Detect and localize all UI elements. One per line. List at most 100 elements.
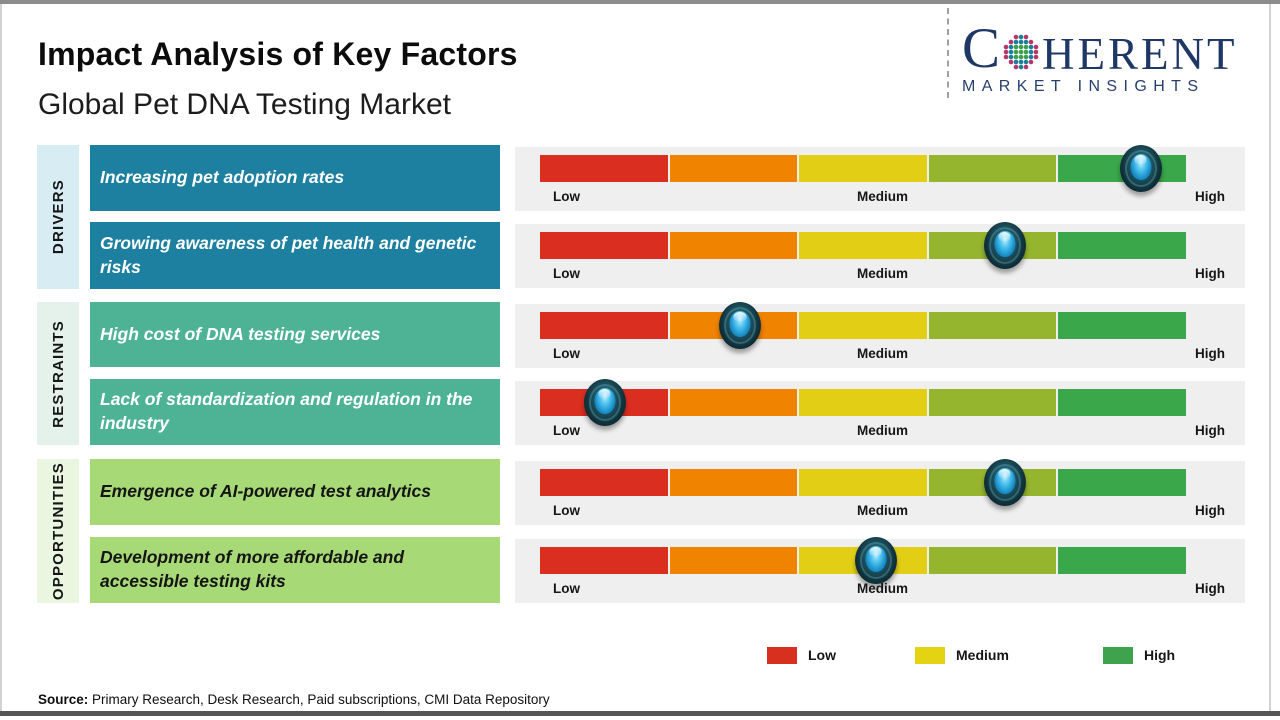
legend-item-high: High	[1103, 646, 1175, 664]
bar-segment	[928, 155, 1057, 182]
legend-label-low: Low	[808, 647, 836, 663]
impact-bar-panel: Low Medium High	[515, 302, 1245, 368]
legend-item-medium: Medium	[915, 646, 1009, 664]
scale-label-high: High	[1195, 189, 1225, 204]
impact-bar-panel: Low Medium High	[515, 145, 1245, 211]
factor-label: Development of more affordable and acces…	[100, 547, 405, 591]
legend-swatch-medium	[915, 646, 945, 664]
impact-marker	[984, 222, 1027, 269]
impact-bar-panel: Low Medium High	[515, 379, 1245, 445]
scale-label-medium: Medium	[856, 503, 908, 518]
impact-marker	[854, 537, 897, 584]
bar-segment	[928, 389, 1057, 416]
bar-segment	[540, 232, 668, 259]
bar-segment	[1058, 469, 1186, 496]
scale-label-medium: Medium	[856, 266, 908, 281]
category-label-drivers: DRIVERS	[49, 179, 67, 255]
impact-bar-panel: Low Medium High	[515, 537, 1245, 603]
category-label-opportunities: OPPORTUNITIES	[49, 461, 67, 601]
bar-segment	[928, 547, 1057, 574]
scale-label-low: Low	[553, 266, 580, 281]
logo-tagline: MARKET INSIGHTS	[962, 77, 1205, 95]
category-label-restraints: RESTRAINTS	[49, 319, 67, 428]
scale-label-high: High	[1195, 503, 1225, 518]
left-border-line	[0, 4, 2, 711]
page-title: Impact Analysis of Key Factors	[38, 36, 518, 72]
factor-card: Growing awareness of pet health and gene…	[90, 222, 500, 289]
category-box-drivers: DRIVERS	[37, 145, 79, 289]
bar-segment	[540, 312, 668, 339]
bar-segment	[799, 155, 927, 182]
bar-segment	[799, 469, 927, 496]
impact-bar-panel: Low Medium High	[515, 459, 1245, 525]
impact-marker	[583, 379, 626, 426]
bar-segment	[799, 312, 927, 339]
bar-segment	[669, 155, 798, 182]
impact-bar-track	[540, 537, 1186, 584]
source-text: Primary Research, Desk Research, Paid su…	[88, 692, 550, 707]
bar-segment	[669, 547, 798, 574]
bar-segment	[928, 312, 1057, 339]
factor-card: Development of more affordable and acces…	[90, 537, 500, 603]
bar-segment	[799, 389, 927, 416]
scale-label-high: High	[1195, 423, 1225, 438]
category-box-restraints: RESTRAINTS	[37, 302, 79, 445]
right-border-line	[1269, 4, 1271, 711]
bar-segment	[669, 389, 798, 416]
scale-label-high: High	[1195, 346, 1225, 361]
legend-item-low: Low	[767, 646, 836, 664]
factor-card: Increasing pet adoption rates	[90, 145, 500, 211]
bar-segment	[540, 469, 668, 496]
page-subtitle: Global Pet DNA Testing Market	[38, 88, 451, 121]
scale-label-medium: Medium	[856, 423, 908, 438]
scale-label-medium: Medium	[856, 189, 908, 204]
scale-label-low: Low	[553, 423, 580, 438]
logo-letter-c: C	[962, 17, 1001, 80]
impact-marker	[984, 459, 1027, 506]
logo-letters-herent: HERENT	[1042, 28, 1238, 79]
bar-segment	[669, 469, 798, 496]
globe-icon	[1003, 34, 1039, 70]
legend-swatch-high	[1103, 646, 1133, 664]
factor-label: Increasing pet adoption rates	[100, 167, 345, 188]
bar-segment	[540, 547, 668, 574]
impact-marker	[719, 302, 762, 349]
factor-label: Growing awareness of pet health and gene…	[100, 232, 477, 277]
top-border-strip	[0, 0, 1280, 4]
source-prefix: Source:	[38, 692, 89, 707]
factor-label: High cost of DNA testing services	[100, 323, 381, 344]
factor-label: Emergence of AI-powered test analytics	[100, 481, 431, 502]
impact-bar-track	[540, 379, 1186, 426]
bottom-border-strip	[0, 711, 1280, 716]
impact-bar-track	[540, 302, 1186, 349]
logo-divider	[947, 8, 949, 98]
bar-segment	[669, 232, 798, 259]
scale-label-low: Low	[553, 346, 580, 361]
scale-label-high: High	[1195, 266, 1225, 281]
brand-logo: C HERENT MARKET INSIGHTS	[962, 17, 1262, 96]
bar-segment	[1058, 389, 1186, 416]
impact-bar-track	[540, 145, 1186, 192]
scale-label-medium: Medium	[856, 581, 908, 596]
factor-card: Lack of standardization and regulation i…	[90, 379, 500, 445]
factor-card: High cost of DNA testing services	[90, 302, 500, 367]
scale-label-low: Low	[553, 581, 580, 596]
scale-label-high: High	[1195, 581, 1225, 596]
scale-label-medium: Medium	[856, 346, 908, 361]
legend-swatch-low	[767, 646, 797, 664]
logo-wordmark: C HERENT	[962, 17, 1262, 80]
source-note: Source: Primary Research, Desk Research,…	[38, 692, 550, 707]
impact-bar-panel: Low Medium High	[515, 222, 1245, 288]
legend-label-medium: Medium	[956, 647, 1009, 663]
scale-label-low: Low	[553, 503, 580, 518]
scale-label-low: Low	[553, 189, 580, 204]
bar-segment	[1058, 232, 1186, 259]
category-box-opportunities: OPPORTUNITIES	[37, 459, 79, 603]
bar-segment	[799, 232, 927, 259]
bar-segment	[1058, 312, 1186, 339]
factor-card: Emergence of AI-powered test analytics	[90, 459, 500, 525]
bar-segment	[1058, 547, 1186, 574]
factor-label: Lack of standardization and regulation i…	[100, 389, 473, 433]
impact-bar-track	[540, 459, 1186, 506]
